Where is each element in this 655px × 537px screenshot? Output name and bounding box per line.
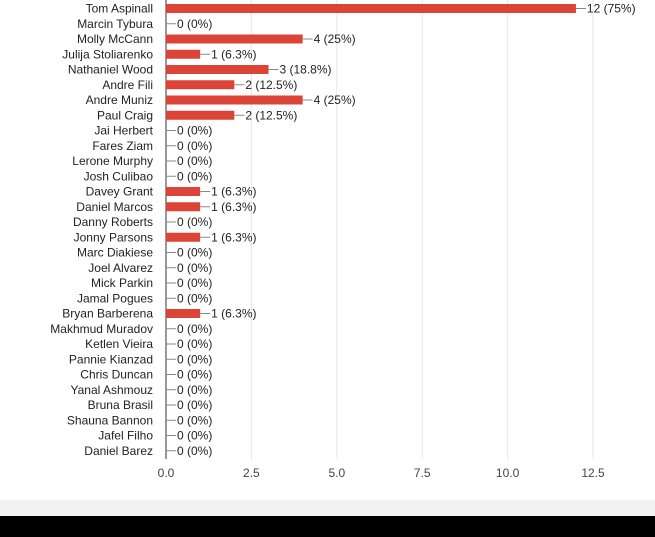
category-label: Bryan Barberena xyxy=(62,307,153,321)
value-label: 0 (0%) xyxy=(177,413,212,427)
footer-black-strip xyxy=(0,516,655,537)
category-label: Fares Ziam xyxy=(92,139,153,153)
value-label: 1 (6.3%) xyxy=(211,47,256,61)
x-tick-label: 0.0 xyxy=(158,466,175,480)
category-label: Jamal Pogues xyxy=(77,291,153,305)
value-label: 0 (0%) xyxy=(177,291,212,305)
category-label: Lerone Murphy xyxy=(72,154,153,168)
category-label: Julija Stoliarenko xyxy=(62,47,153,61)
value-label: 1 (6.3%) xyxy=(211,307,256,321)
value-label: 0 (0%) xyxy=(177,246,212,260)
bar-chart: 0.0 2.5 5.0 7.5 10.0 12.5 Tom Aspinall 12 (75%)… xyxy=(50,0,636,480)
x-tick-label: 2.5 xyxy=(243,466,260,480)
value-label: 2 (12.5%) xyxy=(245,108,297,122)
value-label: 0 (0%) xyxy=(177,17,212,31)
category-label: Daniel Marcos xyxy=(76,200,153,214)
bar xyxy=(166,309,201,318)
value-label: 4 (25%) xyxy=(314,93,356,107)
value-label: 0 (0%) xyxy=(177,352,212,366)
category-label: Andre Fili xyxy=(102,78,153,92)
bar xyxy=(166,110,235,120)
category-label: Nathaniel Wood xyxy=(68,63,153,77)
x-tick-label: 7.5 xyxy=(414,466,431,480)
value-label: 0 (0%) xyxy=(177,276,212,290)
x-tick-label: 5.0 xyxy=(328,466,345,480)
value-label: 3 (18.8%) xyxy=(279,63,331,77)
value-label: 0 (0%) xyxy=(177,261,212,275)
value-label: 0 (0%) xyxy=(177,139,212,153)
category-label: Paul Craig xyxy=(97,108,153,122)
value-label: 0 (0%) xyxy=(177,169,212,183)
value-label: 2 (12.5%) xyxy=(245,78,297,92)
x-tick-label: 12.5 xyxy=(581,466,605,480)
bar xyxy=(166,187,201,196)
value-label: 0 (0%) xyxy=(177,322,212,336)
category-label: Shauna Bannon xyxy=(67,413,153,427)
value-label: 1 (6.3%) xyxy=(211,230,256,244)
bar xyxy=(166,49,201,59)
value-label: 0 (0%) xyxy=(177,124,212,138)
category-label: Pannie Kianzad xyxy=(69,352,153,366)
category-label: Andre Muniz xyxy=(86,93,153,107)
category-label: Davey Grant xyxy=(86,185,154,199)
bar xyxy=(166,4,576,13)
value-label: 12 (75%) xyxy=(587,2,636,16)
value-label: 0 (0%) xyxy=(177,215,212,229)
value-label: 1 (6.3%) xyxy=(211,200,256,214)
value-label: 0 (0%) xyxy=(177,444,212,458)
value-label: 1 (6.3%) xyxy=(211,185,256,199)
x-tick-label: 10.0 xyxy=(496,466,520,480)
category-label: Marc Diakiese xyxy=(77,246,153,260)
category-label: Tom Aspinall xyxy=(86,2,153,16)
category-label: Ketlen Vieira xyxy=(85,337,153,351)
value-label: 0 (0%) xyxy=(177,368,212,382)
category-label: Jafel Filho xyxy=(98,429,153,443)
category-label: Yanal Ashmouz xyxy=(71,383,154,397)
category-label: Danny Roberts xyxy=(73,215,153,229)
category-label: Bruna Brasil xyxy=(88,398,153,412)
value-label: 4 (25%) xyxy=(314,32,356,46)
bar xyxy=(166,232,201,242)
bar xyxy=(166,65,269,74)
bar xyxy=(166,80,235,90)
category-label: Marcin Tybura xyxy=(77,17,153,31)
category-label: Joel Alvarez xyxy=(88,261,153,275)
category-label: Chris Duncan xyxy=(80,368,153,382)
value-label: 0 (0%) xyxy=(177,154,212,168)
bar xyxy=(166,95,303,105)
category-label: Jai Herbert xyxy=(94,124,153,138)
category-label: Josh Culibao xyxy=(84,169,154,183)
footer-bar xyxy=(0,500,655,516)
bar xyxy=(166,34,303,44)
value-label: 0 (0%) xyxy=(177,337,212,351)
category-label: Daniel Barez xyxy=(84,444,153,458)
category-label: Mick Parkin xyxy=(91,276,153,290)
value-label: 0 (0%) xyxy=(177,429,212,443)
category-label: Molly McCann xyxy=(77,32,153,46)
value-label: 0 (0%) xyxy=(177,383,212,397)
value-label: 0 (0%) xyxy=(177,398,212,412)
category-label: Jonny Parsons xyxy=(74,230,153,244)
category-label: Makhmud Muradov xyxy=(50,322,153,336)
bar xyxy=(166,202,201,212)
